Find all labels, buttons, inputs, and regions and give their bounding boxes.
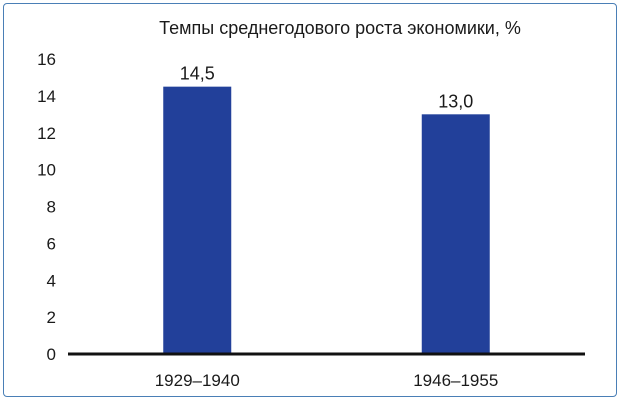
bar [421, 114, 490, 354]
y-tick-label: 0 [47, 345, 56, 364]
y-tick-label: 6 [47, 234, 56, 253]
y-tick-label: 16 [37, 50, 56, 69]
data-label: 14,5 [180, 64, 215, 84]
data-labels: 14,5 13,0 [180, 64, 474, 112]
y-tick-label: 2 [47, 308, 56, 327]
y-axis-ticks: 0 2 4 6 8 10 12 14 16 [37, 50, 56, 364]
bar [163, 86, 232, 354]
bars [163, 86, 490, 354]
chart-title: Темпы среднегодового роста экономики, % [159, 18, 521, 38]
chart-frame [3, 3, 617, 397]
y-tick-label: 12 [37, 124, 56, 143]
y-tick-label: 8 [47, 198, 56, 217]
y-tick-label: 10 [37, 161, 56, 180]
data-label: 13,0 [438, 91, 473, 111]
y-tick-label: 4 [47, 271, 56, 290]
x-category-label: 1929–1940 [155, 371, 240, 390]
x-axis-categories: 1929–1940 1946–1955 [155, 371, 499, 390]
x-category-label: 1946–1955 [413, 371, 498, 390]
y-tick-label: 14 [37, 87, 56, 106]
